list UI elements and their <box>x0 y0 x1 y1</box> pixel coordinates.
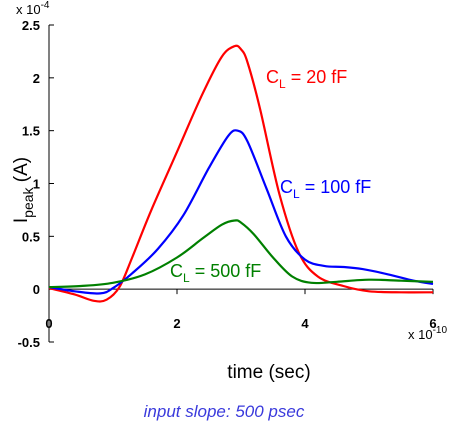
y-tick-label: 2 <box>33 71 40 86</box>
series-lines <box>48 44 434 303</box>
series-line-100ff <box>48 129 434 295</box>
series-line-500ff <box>48 219 434 289</box>
y-tick-label: 0 <box>33 282 40 297</box>
chart-axes <box>48 25 433 342</box>
y-axis-multiplier: x 10-4 <box>16 0 50 17</box>
chart-caption: input slope: 500 psec <box>144 402 305 421</box>
y-axis-title-unit: (A) <box>11 157 32 188</box>
y-tick-label: -0.5 <box>18 335 40 350</box>
series-label-100ff-sub: L <box>293 187 300 201</box>
series-label-500ff-rest: = 500 fF <box>190 261 262 281</box>
x-tick-label: 2 <box>173 316 180 331</box>
series-label-20ff-sub: L <box>279 77 286 91</box>
y-tick-label: 1.5 <box>22 124 40 139</box>
y-tick-label: 2.5 <box>22 18 40 33</box>
y-axis-title: Ipeak (A) <box>11 157 36 223</box>
y-axis-title-main: I <box>11 218 32 223</box>
y-tick-label: 0.5 <box>22 229 40 244</box>
x-tick-label: 6 <box>429 316 436 331</box>
series-label-500ff: CL = 500 fF <box>170 261 261 285</box>
series-label-100ff: CL = 100 fF <box>280 177 371 201</box>
y-axis-multiplier-base: x 10 <box>16 2 41 17</box>
x-axis-multiplier: x 10-10 <box>408 325 447 342</box>
series-label-20ff-rest: = 20 fF <box>286 67 348 87</box>
x-axis-multiplier-base: x 10 <box>408 327 433 342</box>
series-label-100ff-main: C <box>280 177 293 197</box>
series-label-500ff-sub: L <box>183 271 190 285</box>
series-label-20ff-main: C <box>266 67 279 87</box>
y-axis-title-sub: peak <box>20 186 36 217</box>
y-axis-ticks: -0.5 0 0.5 1 1.5 2 2.5 <box>18 18 54 350</box>
x-axis-title: time (sec) <box>227 362 310 383</box>
series-label-20ff: CL = 20 fF <box>266 67 347 91</box>
series-label-100ff-rest: = 100 fF <box>300 177 372 197</box>
series-label-500ff-main: C <box>170 261 183 281</box>
x-tick-label: 4 <box>301 316 309 331</box>
x-axis-ticks: 0 2 4 6 <box>45 289 437 331</box>
series-line-20ff <box>48 44 434 303</box>
x-tick-label: 0 <box>45 316 52 331</box>
y-tick-label: 1 <box>33 177 40 192</box>
x-axis-multiplier-exponent: -10 <box>433 325 448 336</box>
y-axis-multiplier-exponent: -4 <box>41 0 50 11</box>
